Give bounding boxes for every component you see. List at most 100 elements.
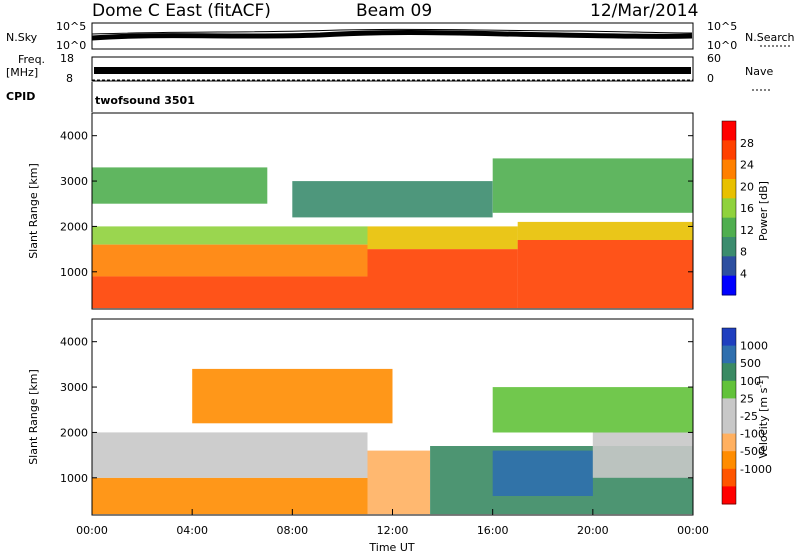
velocity-colorbar-swatch-8 — [722, 468, 736, 487]
velocity-y-axis: 1000 2000 3000 4000 — [60, 336, 693, 485]
power-colorbar-swatch-6 — [722, 237, 736, 257]
power-marks — [92, 158, 693, 309]
velocity-colorbar-swatch-9 — [722, 486, 736, 505]
nsearch-tick-top: 10^5 — [707, 20, 737, 33]
power-y-axis: 1000 2000 3000 4000 — [60, 130, 693, 279]
velocity-colorbar-swatch-3 — [722, 380, 736, 399]
power-ytick-label-1000: 1000 — [60, 266, 88, 279]
velocity-echo-region-7 — [492, 387, 693, 433]
velocity-colorbar-tick-6: -500 — [740, 445, 765, 458]
power-colorbar-tick-1: 24 — [740, 159, 754, 172]
xtick-label-2: 08:00 — [276, 524, 308, 537]
power-colorbar-swatch-1 — [722, 140, 736, 161]
nave-tick-top: 60 — [707, 52, 721, 65]
velocity-colorbar-swatch-7 — [722, 451, 736, 470]
xtick-label-5: 20:00 — [577, 524, 609, 537]
velocity-colorbar-tick-7: -1000 — [740, 463, 772, 476]
time-axis-label: Time UT — [368, 541, 414, 554]
nsearch-trace — [91, 28, 693, 35]
xtick-label-6: 00:00 — [677, 524, 709, 537]
power-colorbar-swatch-8 — [722, 275, 736, 296]
velocity-colorbar: 1000 500 100 25 -25 -100 -500 -1000 — [721, 327, 772, 505]
nsky-label: N.Sky — [6, 31, 38, 44]
freq-label-line1: Freq. — [18, 53, 45, 66]
freq-label-line2: [MHz] — [6, 66, 38, 79]
power-echo-region-5 — [517, 240, 693, 309]
velocity-ytick-label-3000: 3000 — [60, 381, 88, 394]
time-axis: 00:00 04:00 08:00 12:00 16:00 20:00 00:00 — [76, 509, 709, 537]
xtick-label-1: 04:00 — [176, 524, 208, 537]
power-echo-region-6 — [517, 221, 693, 240]
power-frame — [91, 112, 694, 310]
cpid-value: twofsound 3501 — [95, 94, 195, 107]
xtick-label-3: 12:00 — [377, 524, 409, 537]
freq-tick-top: 18 — [60, 52, 74, 65]
velocity-echo-region-0 — [92, 477, 368, 515]
velocity-colorbar-swatch-1 — [722, 345, 736, 364]
power-ytick-label-4000: 4000 — [60, 130, 88, 143]
power-colorbar: 28 24 20 16 12 8 4 — [721, 120, 754, 296]
velocity-echo-region-1 — [92, 432, 368, 478]
power-ytick-label-3000: 3000 — [60, 175, 88, 188]
power-echo-region-2 — [92, 226, 368, 245]
power-echo-region-3 — [367, 249, 518, 309]
velocity-echo-region-2 — [367, 450, 431, 515]
frequency-panel: Freq. [MHz] 18 8 60 0 Nave — [6, 52, 773, 91]
power-echo-region-1 — [92, 244, 368, 277]
power-colorbar-tick-4: 12 — [740, 224, 754, 237]
velocity-colorbar-frame — [721, 327, 737, 505]
power-echo-region-0 — [92, 276, 368, 309]
power-colorbar-tick-6: 4 — [740, 267, 747, 280]
frequency-trace — [94, 67, 691, 74]
frequency-frame — [91, 56, 694, 82]
velocity-y-label: Slant Range [km] — [27, 369, 40, 465]
velocity-echo-region-6 — [192, 368, 393, 424]
power-echo-region-4 — [367, 226, 518, 250]
power-colorbar-swatch-3 — [722, 179, 736, 199]
velocity-colorbar-tick-5: -100 — [740, 428, 765, 441]
velocity-colorbar-swatch-5 — [722, 416, 736, 435]
nsky-tick-bottom: 10^0 — [56, 39, 86, 52]
velocity-echo-region-5 — [592, 432, 693, 478]
nave-label: Nave — [745, 65, 773, 78]
power-colorbar-tick-3: 16 — [740, 202, 754, 215]
power-echo-region-9 — [492, 158, 693, 213]
velocity-ytick-label-1000: 1000 — [60, 472, 88, 485]
velocity-colorbar-tick-2: 100 — [740, 375, 761, 388]
nsky-trace — [91, 30, 693, 41]
power-colorbar-tick-2: 20 — [740, 180, 754, 193]
nsky-tick-top: 10^5 — [56, 20, 86, 33]
freq-tick-bottom: 8 — [66, 72, 73, 85]
xtick-label-4: 16:00 — [477, 524, 509, 537]
velocity-colorbar-tick-0: 1000 — [740, 340, 768, 353]
power-panel: 1000 2000 3000 4000 Slant Range [km] — [27, 112, 694, 310]
power-colorbar-label: Power [dB] — [757, 181, 770, 241]
cpid-label: CPID — [6, 90, 35, 103]
nave-tick-bottom: 0 — [707, 72, 714, 85]
power-ytick-label-2000: 2000 — [60, 220, 88, 233]
power-colorbar-swatch-0 — [722, 121, 736, 141]
power-y-label: Slant Range [km] — [27, 163, 40, 259]
velocity-colorbar-tick-1: 500 — [740, 357, 761, 370]
velocity-marks — [92, 368, 693, 515]
velocity-colorbar-tick-4: -25 — [740, 410, 758, 423]
power-colorbar-swatch-5 — [722, 217, 736, 238]
power-colorbar-swatch-4 — [722, 198, 736, 219]
power-echo-region-8 — [292, 181, 493, 218]
power-colorbar-frame — [721, 120, 737, 296]
velocity-colorbar-tick-3: 25 — [740, 392, 754, 405]
cpid-panel: CPID twofsound 3501 — [6, 82, 195, 112]
xtick-label-0: 00:00 — [76, 524, 108, 537]
velocity-ytick-label-4000: 4000 — [60, 336, 88, 349]
velocity-colorbar-swatch-2 — [722, 363, 736, 382]
velocity-colorbar-label: Velocity [m s-1] — [756, 375, 771, 458]
date-title: 12/Mar/2014 — [590, 1, 698, 21]
power-colorbar-tick-0: 28 — [740, 137, 754, 150]
nsearch-tick-bottom: 10^0 — [707, 39, 737, 52]
velocity-echo-region-4 — [492, 450, 593, 496]
power-echo-region-7 — [92, 167, 268, 204]
velocity-colorbar-swatch-0 — [722, 328, 736, 347]
velocity-ytick-label-2000: 2000 — [60, 426, 88, 439]
